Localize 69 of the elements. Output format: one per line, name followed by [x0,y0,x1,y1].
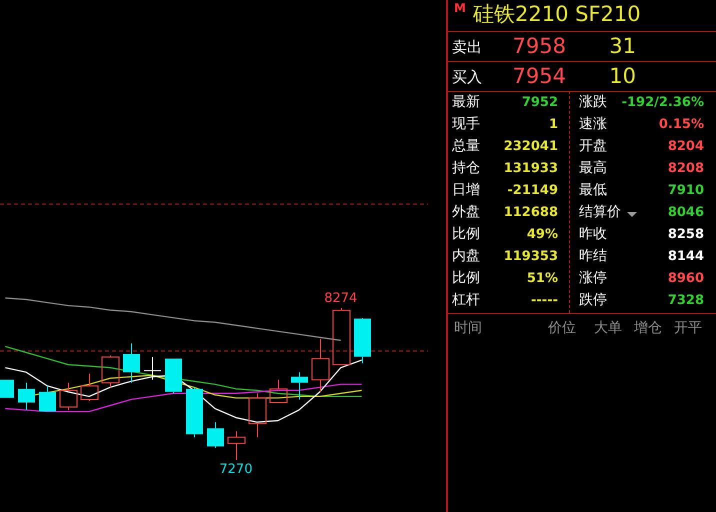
text: 0.15% [658,117,704,132]
text: 内盘 [452,248,480,264]
candlestick [186,386,203,438]
text: 涨停 [579,270,607,286]
text: 昨结 [579,248,607,264]
text: 现手 [452,116,480,132]
text: 昨收 [579,226,607,242]
text: 31 [609,34,636,58]
candlestick [165,358,182,394]
candlestick [354,318,371,364]
candlestick [248,392,266,438]
text: 跌停 [579,292,607,308]
text: 8046 [668,205,704,220]
text: 价位 [548,320,576,336]
text: 7328 [668,293,704,308]
annotation: 7270 [219,462,252,477]
text: 日增 [452,182,480,198]
candlestick [207,422,224,448]
candlestick [18,382,35,411]
text: 结算价 [579,204,621,220]
text: 112688 [504,205,558,220]
text: 总量 [452,138,480,154]
text: 持仓 [452,160,480,176]
text: M [454,1,466,15]
text: -192/2.36% [622,95,704,110]
text: 开平 [674,320,702,336]
text: 最高 [579,160,607,176]
text: 时间 [454,320,482,336]
text: 8208 [668,161,704,176]
text: 1 [548,117,558,132]
text: 8144 [668,249,704,264]
annotation: 8274 [324,290,358,306]
text: 速涨 [579,116,607,132]
text: 119353 [504,249,558,264]
text: 最低 [579,182,607,198]
text: 7954 [512,64,566,88]
text: 232041 [504,139,558,154]
candlestick [80,373,98,402]
text: 大单 [594,320,622,336]
text: 最新 [452,94,480,110]
text: 杠杆 [452,292,480,308]
candlestick [312,338,330,392]
text: 涨跌 [579,94,607,110]
text: 7952 [522,95,558,110]
text: ----- [531,293,558,308]
text: 51% [526,271,558,286]
text: 8960 [668,271,704,286]
text: 开盘 [579,138,607,154]
candlestick [270,379,288,403]
candlestick [60,382,78,411]
candlestick [123,342,140,384]
text: 131933 [504,161,558,176]
text: 比例 [452,270,480,286]
text: 硅铁2210 SF210 [473,2,641,26]
text: 买入 [452,68,482,86]
candlestick [39,385,56,412]
text: -21149 [507,183,558,198]
text: 49% [526,227,558,242]
text: 7910 [668,183,704,198]
text: 10 [609,64,636,88]
text: 8258 [668,227,704,242]
candlestick [291,372,308,400]
text: 增仓 [634,320,662,336]
text: 卖出 [452,38,482,56]
text: 7958 [512,34,566,58]
candlestick [228,430,246,460]
text: 外盘 [452,204,480,220]
text: 8204 [668,139,704,154]
text: 比例 [452,226,480,242]
